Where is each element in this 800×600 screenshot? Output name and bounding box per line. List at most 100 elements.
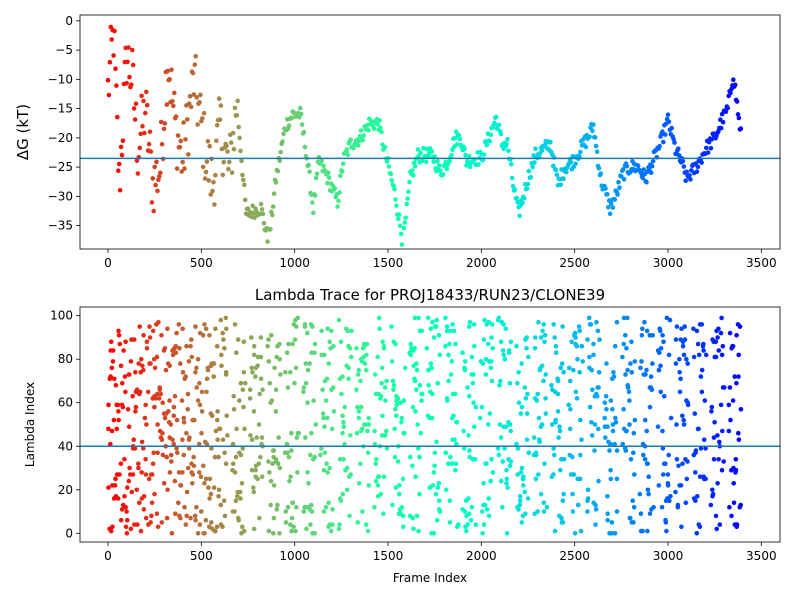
lambda-point — [133, 370, 138, 375]
lambda-point — [543, 396, 548, 401]
lambda-point — [384, 428, 389, 434]
lambda-point — [159, 520, 165, 525]
delta-g-point — [275, 168, 281, 174]
lambda-point — [473, 404, 479, 410]
lambda-point — [488, 478, 494, 484]
lambda-point — [658, 328, 663, 334]
lambda-point — [497, 422, 503, 427]
lambda-point — [446, 352, 451, 358]
lambda-point — [549, 383, 554, 388]
lambda-point — [531, 435, 537, 440]
delta-g-point — [164, 102, 170, 107]
lambda-point — [207, 333, 212, 338]
lambda-point — [168, 422, 174, 427]
delta-g-point — [237, 135, 242, 141]
lambda-point — [128, 359, 134, 364]
delta-g-point — [142, 130, 147, 136]
lambda-point — [265, 343, 270, 349]
lambda-point — [358, 404, 364, 410]
lambda-point — [685, 361, 690, 366]
lambda-point — [111, 376, 117, 382]
delta-g-point — [114, 83, 119, 88]
lambda-point — [378, 491, 384, 497]
lambda-point — [224, 326, 229, 332]
lambda-point — [684, 476, 690, 482]
lambda-point — [597, 337, 602, 342]
lambda-point — [164, 515, 170, 521]
delta-g-point — [610, 205, 616, 210]
lambda-point — [516, 400, 522, 406]
delta-g-point — [201, 110, 207, 116]
lambda-point — [701, 341, 706, 347]
lambda-point — [454, 420, 460, 425]
lambda-point — [715, 433, 720, 438]
delta-g-point — [731, 77, 736, 82]
lambda-point — [715, 481, 720, 486]
lambda-point — [568, 407, 573, 412]
lambda-point — [660, 333, 665, 338]
lambda-point — [447, 520, 453, 525]
lambda-point — [465, 385, 470, 390]
delta-g-point — [111, 53, 116, 58]
delta-g-point — [498, 131, 504, 137]
lambda-point — [237, 398, 242, 403]
delta-g-y-ticks: 0 −5 −10 −15 −20 −25 −30 −35 — [48, 14, 80, 233]
lambda-point — [536, 472, 541, 477]
lambda-point — [275, 502, 280, 508]
lambda-point — [325, 326, 331, 332]
lambda-point — [215, 437, 220, 443]
lambda-point — [602, 415, 607, 421]
lambda-point — [526, 354, 531, 360]
lambda-point — [453, 467, 458, 473]
lambda-y-axis-label: Lambda Index — [23, 382, 37, 467]
lambda-point — [301, 389, 306, 395]
lambda-point — [233, 454, 239, 460]
lambda-point — [340, 430, 345, 436]
delta-g-point — [245, 206, 251, 212]
lambda-point — [737, 324, 743, 329]
delta-g-point — [273, 180, 279, 185]
delta-g-point — [551, 155, 557, 160]
lambda-point — [613, 420, 619, 425]
lambda-point — [430, 319, 435, 325]
delta-g-point — [644, 179, 649, 185]
lambda-point — [360, 426, 365, 432]
lambda-point — [111, 417, 117, 423]
lambda-point — [560, 324, 565, 329]
lambda-point — [201, 463, 206, 469]
lambda-point — [730, 343, 736, 349]
delta-g-point — [506, 148, 511, 154]
lambda-point — [136, 465, 141, 471]
lambda-point — [133, 409, 138, 414]
lambda-point — [344, 465, 350, 471]
lambda-point — [674, 422, 679, 427]
lambda-point — [519, 520, 525, 525]
delta-g-point — [449, 153, 454, 158]
lambda-point — [240, 387, 246, 393]
lambda-point — [580, 359, 585, 364]
delta-g-point — [594, 149, 600, 154]
lambda-point — [612, 343, 618, 349]
lambda-point — [733, 457, 739, 462]
lambda-point — [614, 319, 620, 325]
lambda-point — [354, 387, 359, 393]
lambda-point — [213, 528, 218, 534]
lambda-point — [391, 387, 396, 393]
lambda-point — [243, 380, 248, 386]
lambda-point — [348, 472, 354, 477]
delta-g-point — [197, 100, 202, 105]
y-tick-label: −10 — [48, 72, 73, 86]
lambda-point — [195, 356, 201, 362]
lambda-point — [146, 476, 152, 482]
delta-g-point — [487, 139, 493, 144]
lambda-point — [251, 409, 257, 414]
lambda-point — [631, 504, 637, 510]
lambda-point — [693, 498, 698, 504]
lambda-point — [162, 415, 168, 421]
lambda-point — [152, 491, 157, 497]
lambda-point — [515, 446, 521, 451]
lambda-point — [403, 365, 408, 371]
lambda-point — [479, 509, 485, 514]
delta-g-point — [119, 152, 125, 158]
delta-g-point — [573, 161, 578, 167]
